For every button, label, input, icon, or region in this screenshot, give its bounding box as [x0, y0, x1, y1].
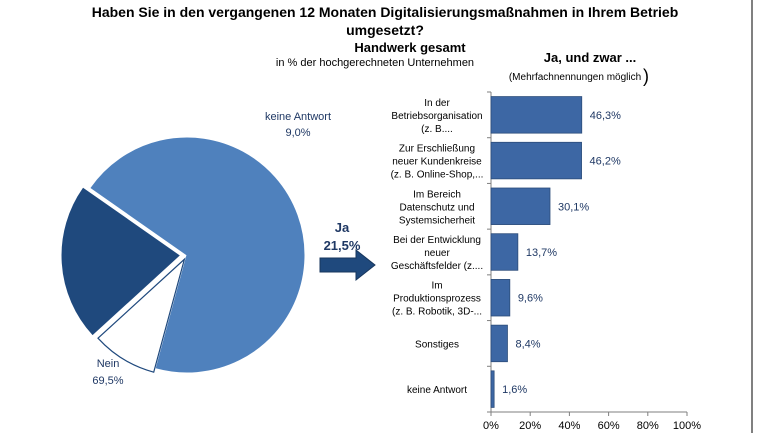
- bar-category-label: In der: [424, 98, 450, 109]
- bar-value-label: 46,2%: [590, 156, 621, 168]
- chart-note: in % der hochgerechneten Unternehmen: [275, 57, 475, 69]
- chart-subtitle: Handwerk gesamt: [354, 40, 466, 55]
- pie-label-ja: Ja: [335, 220, 350, 235]
- bar-value-label: 46,3%: [590, 110, 621, 122]
- bar-category-label: keine Antwort: [407, 385, 467, 396]
- pie-slice-keine-antwort: [97, 257, 186, 373]
- bar-x-tick-label: 0%: [483, 420, 499, 432]
- pie-value-keine-antwort: 9,0%: [285, 127, 310, 139]
- pie-label-nein: Nein: [97, 358, 120, 370]
- bar-category-label: (z. B. Robotik, 3D-...: [392, 307, 482, 318]
- bar-category-label: Im Bereich: [413, 189, 461, 200]
- bar-value-label: 9,6%: [518, 293, 543, 305]
- bar-1: [490, 141, 582, 180]
- chart-title-line1: Haben Sie in den vergangenen 12 Monaten …: [91, 4, 679, 20]
- bar-x-tick-label: 60%: [598, 420, 620, 432]
- bar-category-label: Produktionsprozess: [393, 294, 481, 305]
- bar-category-label: Sonstiges: [415, 339, 459, 350]
- bar-category-label: Datenschutz und: [399, 202, 474, 213]
- bar-category-label: Im: [431, 281, 442, 292]
- bar-0: [490, 96, 583, 134]
- bar-value-label: 1,6%: [502, 384, 527, 396]
- bar-value-label: 13,7%: [526, 247, 557, 259]
- bar-category-label: Zur Erschließung: [399, 144, 475, 155]
- bar-value-label: 8,4%: [515, 338, 540, 350]
- pie-label-keine-antwort: keine Antwort: [265, 111, 331, 123]
- closing-parenthesis: ): [643, 66, 649, 86]
- bar-5: [490, 324, 508, 363]
- bar-category-label: (z. B....: [421, 124, 453, 135]
- bar-x-tick-label: 20%: [519, 420, 541, 432]
- pie-slice-nein: [90, 137, 305, 373]
- bar-x-tick-label: 80%: [637, 420, 659, 432]
- pie-value-nein: 69,5%: [92, 375, 123, 387]
- bar-2: [490, 187, 551, 225]
- bar-chart-subtitle: (Mehrfachnennungen möglich: [508, 72, 642, 83]
- pie-value-ja: 21,5%: [324, 238, 361, 253]
- pie-slice-ja: [61, 187, 180, 336]
- bar-category-label: Bei der Entwicklung: [393, 235, 481, 246]
- chart-title-line2: umgesetzt?: [346, 22, 424, 38]
- bar-category-label: Betriebsorganisation: [391, 111, 482, 122]
- bar-x-tick-label: 40%: [558, 420, 580, 432]
- bar-category-label: Systemsicherheit: [399, 215, 475, 226]
- bar-6: [490, 370, 495, 408]
- bar-chart-title: Ja, und zwar ...: [543, 50, 637, 65]
- bar-category-label: (z. B. Online-Shop,...: [391, 170, 484, 181]
- bar-category-label: Geschäftsfelder (z....: [391, 261, 483, 272]
- bar-3: [490, 233, 519, 271]
- bar-category-label: neuer: [424, 248, 450, 259]
- bar-value-label: 30,1%: [558, 201, 589, 213]
- arrow-icon: [319, 248, 376, 282]
- bar-4: [490, 279, 511, 317]
- bar-x-tick-label: 100%: [673, 420, 701, 432]
- bar-category-label: neuer Kundenkreise: [392, 157, 482, 168]
